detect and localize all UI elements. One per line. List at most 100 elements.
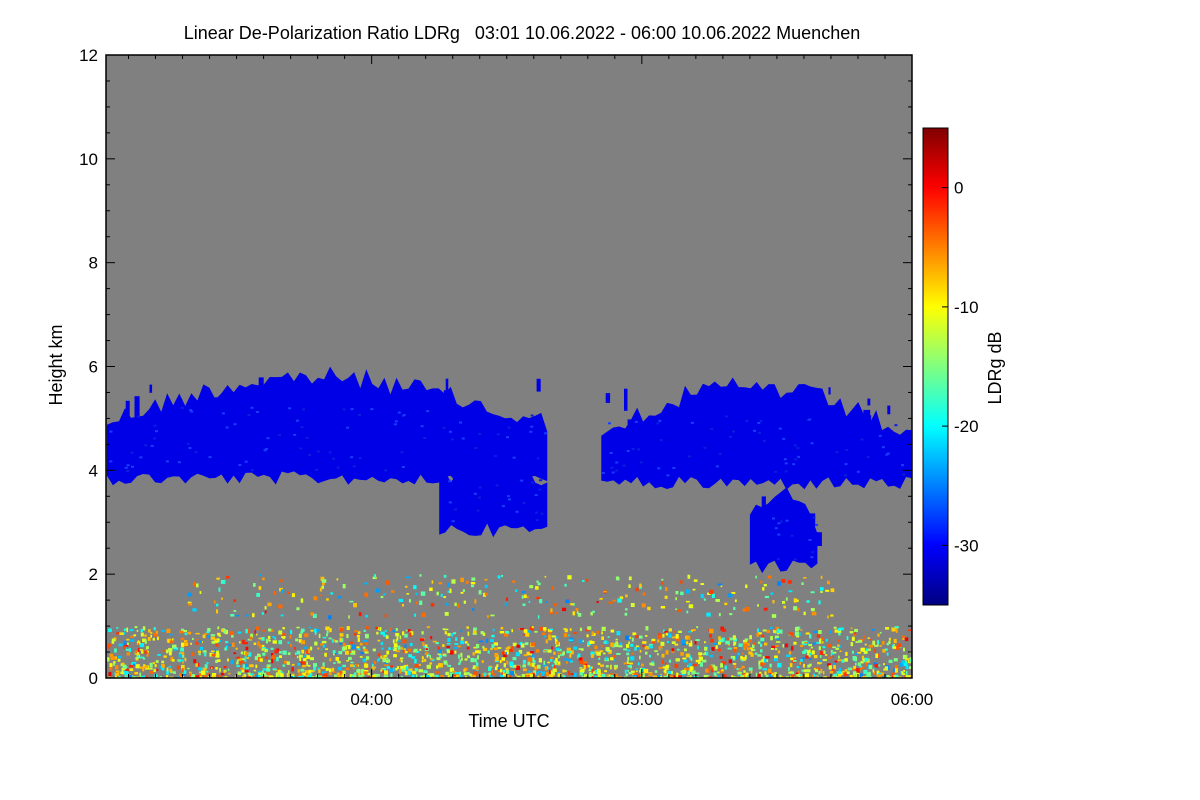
aerosol-pixel bbox=[667, 670, 672, 674]
aerosol-pixel bbox=[196, 639, 199, 641]
aerosol-pixel bbox=[146, 652, 149, 657]
aerosol-pixel bbox=[587, 641, 591, 646]
aerosol-pixel bbox=[638, 675, 641, 678]
aerosol-pixel bbox=[606, 674, 609, 677]
aerosol-pixel bbox=[590, 641, 595, 644]
aerosol-pixel bbox=[624, 669, 627, 674]
cloud-texture bbox=[350, 456, 354, 459]
aerosol-pixel bbox=[512, 656, 517, 661]
aerosol-pixel bbox=[133, 634, 137, 637]
aerosol-pixel bbox=[289, 635, 292, 639]
aerosol-pixel bbox=[550, 671, 555, 676]
aerosol-pixel bbox=[811, 611, 817, 616]
aerosol-pixel bbox=[510, 670, 514, 676]
aerosol-pixel bbox=[850, 627, 853, 630]
aerosol-pixel bbox=[414, 668, 418, 672]
aerosol-pixel bbox=[596, 601, 599, 603]
aerosol-pixel bbox=[170, 656, 174, 661]
cloud-streak bbox=[622, 428, 626, 440]
aerosol-pixel bbox=[124, 643, 129, 647]
cloud-texture bbox=[631, 448, 635, 450]
aerosol-pixel bbox=[718, 636, 721, 640]
aerosol-pixel bbox=[268, 675, 273, 678]
aerosol-pixel bbox=[763, 658, 768, 663]
aerosol-pixel bbox=[579, 672, 583, 676]
aerosol-pixel bbox=[329, 628, 332, 632]
aerosol-pixel bbox=[306, 655, 311, 659]
aerosol-pixel bbox=[555, 657, 558, 663]
aerosol-pixel bbox=[625, 594, 628, 598]
aerosol-pixel bbox=[728, 659, 732, 664]
aerosol-pixel bbox=[153, 627, 156, 631]
aerosol-pixel bbox=[193, 659, 197, 664]
aerosol-pixel bbox=[515, 665, 521, 670]
aerosol-pixel bbox=[364, 651, 369, 654]
aerosol-pixel bbox=[221, 628, 224, 632]
aerosol-pixel bbox=[527, 630, 531, 634]
aerosol-pixel bbox=[113, 662, 115, 666]
aerosol-pixel bbox=[587, 665, 591, 668]
aerosol-pixel bbox=[555, 611, 557, 615]
aerosol-pixel bbox=[298, 633, 302, 638]
aerosol-pixel bbox=[407, 670, 411, 675]
aerosol-pixel bbox=[140, 675, 146, 678]
aerosol-pixel bbox=[147, 637, 151, 641]
aerosol-pixel bbox=[386, 650, 390, 655]
aerosol-pixel bbox=[292, 676, 295, 678]
aerosol-pixel bbox=[689, 669, 693, 673]
aerosol-pixel bbox=[721, 628, 727, 632]
aerosol-pixel bbox=[392, 639, 395, 644]
aerosol-pixel bbox=[421, 660, 424, 663]
cloud-streak bbox=[445, 378, 449, 394]
aerosol-pixel bbox=[254, 656, 258, 661]
aerosol-pixel bbox=[243, 658, 247, 662]
aerosol-pixel bbox=[217, 632, 221, 636]
aerosol-pixel bbox=[446, 646, 450, 648]
cloud-streak bbox=[719, 423, 722, 442]
aerosol-pixel bbox=[376, 631, 379, 635]
cloud-texture bbox=[336, 466, 340, 469]
aerosol-pixel bbox=[392, 647, 395, 650]
aerosol-pixel bbox=[853, 634, 857, 636]
aerosol-pixel bbox=[675, 634, 679, 639]
aerosol-pixel bbox=[257, 671, 262, 673]
aerosol-pixel bbox=[813, 667, 816, 671]
aerosol-pixel bbox=[837, 639, 840, 642]
aerosol-pixel bbox=[671, 648, 675, 652]
aerosol-pixel bbox=[230, 614, 235, 617]
aerosol-pixel bbox=[308, 669, 312, 674]
aerosol-pixel bbox=[742, 647, 745, 650]
aerosol-pixel bbox=[715, 645, 718, 649]
aerosol-pixel bbox=[161, 629, 166, 632]
aerosol-pixel bbox=[732, 635, 736, 640]
aerosol-pixel bbox=[273, 591, 277, 595]
aerosol-pixel bbox=[195, 632, 200, 635]
aerosol-pixel bbox=[370, 675, 375, 678]
aerosol-pixel bbox=[414, 659, 417, 664]
aerosol-pixel bbox=[338, 674, 341, 678]
aerosol-pixel bbox=[162, 649, 165, 652]
cloud-streak bbox=[536, 490, 539, 509]
aerosol-pixel bbox=[488, 672, 491, 676]
aerosol-pixel bbox=[340, 633, 344, 637]
aerosol-pixel bbox=[310, 646, 313, 651]
aerosol-pixel bbox=[735, 655, 739, 660]
aerosol-pixel bbox=[809, 651, 812, 656]
aerosol-pixel bbox=[823, 650, 826, 654]
aerosol-pixel bbox=[882, 649, 886, 653]
ice-cloud-fallstreak bbox=[439, 450, 548, 538]
aerosol-pixel bbox=[599, 672, 604, 676]
aerosol-pixel bbox=[406, 593, 410, 595]
aerosol-pixel bbox=[227, 658, 229, 662]
aerosol-pixel bbox=[501, 671, 504, 675]
aerosol-pixel bbox=[797, 670, 800, 675]
aerosol-pixel bbox=[760, 640, 763, 645]
aerosol-pixel bbox=[586, 578, 589, 582]
aerosol-pixel bbox=[215, 653, 220, 658]
aerosol-pixel bbox=[799, 645, 804, 647]
aerosol-pixel bbox=[265, 638, 268, 644]
cloud-streak bbox=[477, 467, 485, 485]
aerosol-pixel bbox=[254, 675, 259, 677]
cloud-texture bbox=[293, 433, 297, 436]
aerosol-pixel bbox=[192, 637, 194, 640]
